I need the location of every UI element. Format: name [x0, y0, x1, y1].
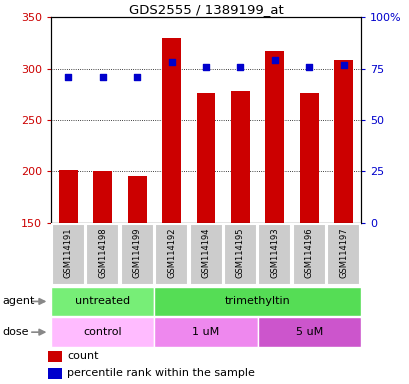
Bar — [93, 171, 112, 223]
Text: GSM114199: GSM114199 — [133, 228, 142, 278]
Point — [134, 74, 140, 80]
Text: GSM114193: GSM114193 — [270, 228, 279, 278]
Text: 5 uM: 5 uM — [295, 327, 322, 337]
FancyBboxPatch shape — [292, 224, 325, 285]
FancyBboxPatch shape — [51, 287, 154, 316]
FancyBboxPatch shape — [257, 318, 360, 347]
Text: GSM114192: GSM114192 — [167, 228, 176, 278]
Text: GSM114191: GSM114191 — [64, 228, 73, 278]
FancyBboxPatch shape — [51, 318, 154, 347]
Bar — [162, 38, 181, 223]
Point — [339, 61, 346, 68]
Point — [236, 63, 243, 70]
FancyBboxPatch shape — [155, 224, 188, 285]
Text: agent: agent — [2, 296, 34, 306]
FancyBboxPatch shape — [120, 224, 153, 285]
Point — [99, 74, 106, 80]
Point — [65, 74, 72, 80]
FancyBboxPatch shape — [223, 224, 256, 285]
Text: GSM114197: GSM114197 — [338, 228, 347, 278]
Text: GSM114195: GSM114195 — [235, 228, 244, 278]
Point — [202, 63, 209, 70]
FancyBboxPatch shape — [326, 224, 359, 285]
Bar — [48, 368, 62, 379]
Text: GSM114196: GSM114196 — [304, 228, 313, 278]
Text: dose: dose — [2, 327, 29, 337]
FancyBboxPatch shape — [86, 224, 119, 285]
Bar — [230, 91, 249, 223]
FancyBboxPatch shape — [189, 224, 222, 285]
Text: GSM114194: GSM114194 — [201, 228, 210, 278]
FancyBboxPatch shape — [154, 318, 257, 347]
Bar — [265, 51, 283, 223]
Bar — [333, 60, 352, 223]
Bar — [128, 177, 146, 223]
Text: GSM114198: GSM114198 — [98, 228, 107, 278]
Text: control: control — [83, 327, 122, 337]
Point — [168, 60, 175, 66]
FancyBboxPatch shape — [258, 224, 291, 285]
FancyBboxPatch shape — [52, 224, 85, 285]
Title: GDS2555 / 1389199_at: GDS2555 / 1389199_at — [128, 3, 283, 16]
Text: untreated: untreated — [75, 296, 130, 306]
Point — [305, 63, 312, 70]
Bar — [196, 93, 215, 223]
FancyBboxPatch shape — [154, 287, 360, 316]
Text: trimethyltin: trimethyltin — [224, 296, 290, 306]
Text: count: count — [67, 351, 99, 361]
Bar — [48, 351, 62, 362]
Text: percentile rank within the sample: percentile rank within the sample — [67, 368, 254, 379]
Bar — [59, 170, 78, 223]
Point — [271, 57, 277, 63]
Bar — [299, 93, 318, 223]
Text: 1 uM: 1 uM — [192, 327, 219, 337]
